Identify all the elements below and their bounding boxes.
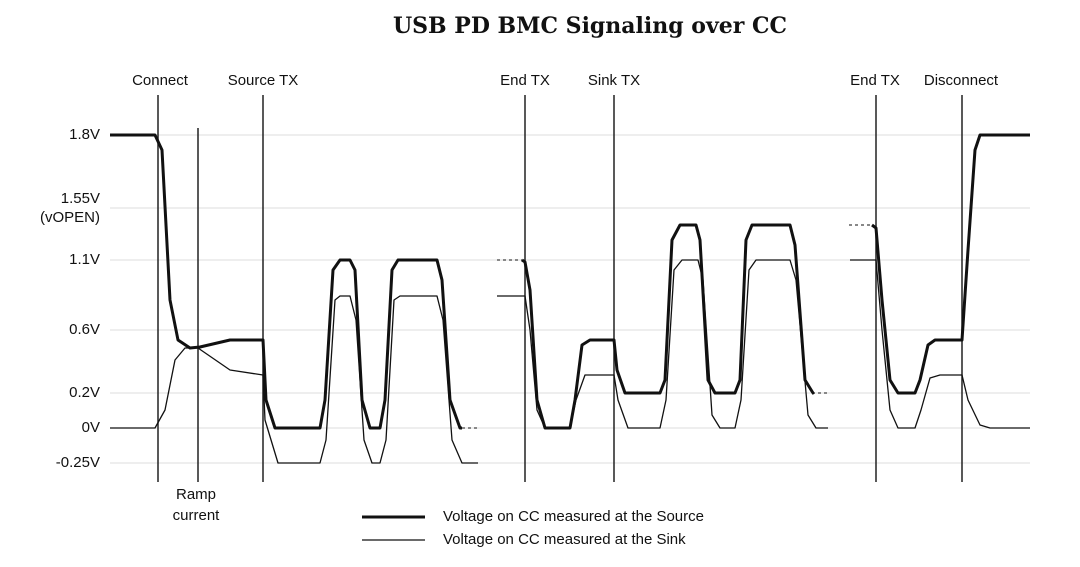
legend: Voltage on CC measured at the Source Vol… [362, 508, 704, 548]
event-label: Disconnect [924, 72, 999, 89]
level-label: 0V [82, 419, 100, 436]
event-label: Source TX [228, 72, 299, 89]
level-label: 1.55V [61, 190, 100, 207]
sink-waveform [110, 259, 1030, 464]
annotation: Ramp [176, 486, 216, 503]
event-label: End TX [850, 72, 900, 89]
source-trace [521, 223, 815, 430]
legend-label: Voltage on CC measured at the Source [443, 508, 704, 525]
event-label: End TX [500, 72, 550, 89]
event-lines [157, 95, 963, 482]
source-waveform [110, 133, 1030, 430]
sink-trace [497, 259, 828, 429]
level-label: -0.25V [56, 454, 100, 471]
title: USB PD BMC Signaling over CC [393, 13, 787, 39]
sink-trace [110, 295, 478, 464]
legend-label: Voltage on CC measured at the Sink [443, 531, 686, 548]
source-trace [871, 133, 1030, 395]
event-labels: Connect Source TX End TX Sink TX End TX … [132, 72, 999, 524]
sink-trace [850, 259, 1030, 429]
level-label: 0.6V [69, 321, 100, 338]
level-label: 0.2V [69, 384, 100, 401]
y-labels: 1.8V 1.55V (vOPEN) 1.1V 0.6V 0.2V 0V -0.… [40, 126, 100, 471]
annotation: current [173, 507, 221, 524]
source-trace [110, 133, 462, 430]
level-label: 1.8V [69, 126, 100, 143]
event-label: Connect [132, 72, 189, 89]
level-label: 1.1V [69, 251, 100, 268]
event-label: Sink TX [588, 72, 640, 89]
level-label: (vOPEN) [40, 209, 100, 226]
